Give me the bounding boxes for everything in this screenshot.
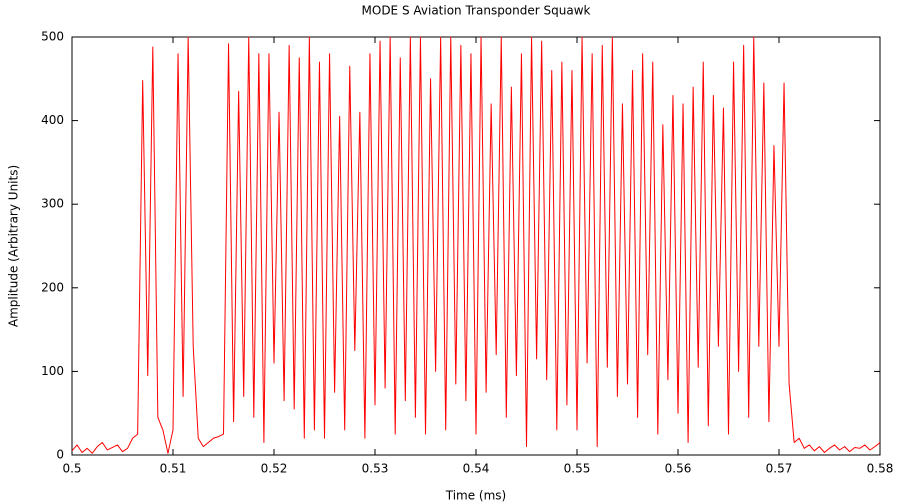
x-tick-label: 0.57 — [766, 462, 793, 476]
x-tick-label: 0.51 — [160, 462, 187, 476]
x-tick-label: 0.5 — [62, 462, 81, 476]
chart-title: MODE S Aviation Transponder Squawk — [362, 4, 591, 18]
y-axis-label: Amplitude (Arbitrary Units) — [7, 165, 21, 327]
plot-frame — [71, 36, 881, 456]
x-axis-label: Time (ms) — [445, 489, 507, 503]
data-line — [71, 36, 881, 454]
y-tick-label: 400 — [41, 113, 64, 127]
x-tick-label: 0.58 — [867, 462, 894, 476]
x-tick-label: 0.52 — [261, 462, 288, 476]
y-tick-label: 200 — [41, 280, 64, 294]
y-tick-label: 500 — [41, 30, 64, 44]
y-tick-label: 100 — [41, 364, 64, 378]
x-tick-label: 0.56 — [665, 462, 692, 476]
y-tick-label: 0 — [56, 448, 64, 462]
x-tick-label: 0.53 — [362, 462, 389, 476]
x-tick-label: 0.54 — [463, 462, 490, 476]
x-tick-label: 0.55 — [564, 462, 591, 476]
y-tick-label: 300 — [41, 197, 64, 211]
